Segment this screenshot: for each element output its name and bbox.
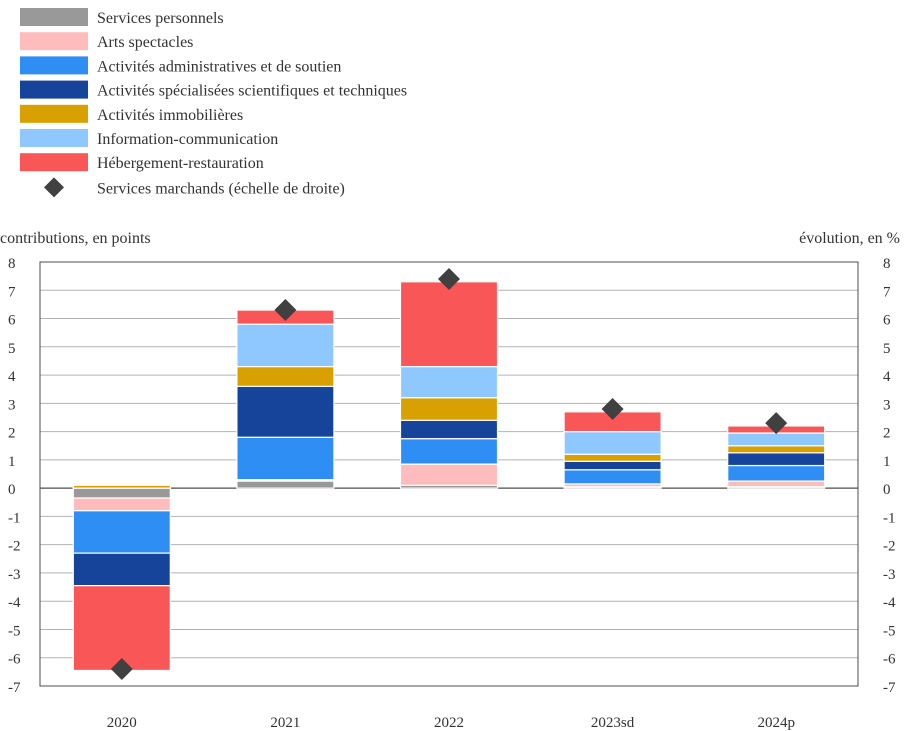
right-tick-label: 2 [883, 426, 891, 442]
category-label-2021: 2021 [270, 715, 300, 731]
left-tick-label: 5 [8, 341, 16, 357]
right-tick-label: -2 [883, 539, 896, 555]
bar-segment-information-communication-2024p [727, 432, 826, 447]
services-marchands-marker-2020 [110, 658, 133, 681]
legend-swatch-activites-immobilieres [20, 104, 88, 123]
bar-segment-arts-spectacles-2020 [72, 497, 171, 512]
legend-swatch-activites-administratives-et-de-soutien [20, 56, 88, 75]
right-tick-label: 6 [883, 313, 891, 329]
bar-segment-activites-specialisees-scientifiques-et-techniques-2024p [727, 452, 826, 467]
category-label-2024p: 2024p [757, 715, 795, 731]
legend-swatch-arts-spectacles [20, 32, 88, 51]
right-tick-label: 3 [883, 397, 891, 413]
services-marchands-marker-2023sd [601, 397, 624, 420]
legend-label-services-marchands-echelle-de-droite: Services marchands (échelle de droite) [97, 180, 345, 197]
left-tick-label: 1 [8, 454, 16, 470]
bar-segment-activites-specialisees-scientifiques-et-techniques-2022 [399, 419, 499, 440]
bar-segment-activites-immobilieres-2021 [236, 365, 335, 387]
legend-label-services-personnels: Services personnels [97, 10, 224, 27]
bar-segment-services-personnels-2020 [72, 487, 171, 499]
left-tick-label: 0 [8, 482, 16, 498]
bar-segment-activites-immobilieres-2020 [72, 484, 171, 489]
left-tick-label: -1 [8, 510, 21, 526]
legend-swatch-activites-specialisees-scientifiques-et-techniques [20, 80, 88, 99]
left-tick-label: 6 [8, 313, 16, 329]
right-tick-label: 5 [883, 341, 891, 357]
bar-segment-arts-spectacles-2024p [727, 480, 826, 488]
bar-segment-services-personnels-2021 [236, 480, 335, 489]
bar-segment-hebergement-restauration-2022 [399, 281, 499, 368]
left-axis-label: contributions, en points [0, 230, 151, 247]
bar-segment-activites-immobilieres-2022 [399, 397, 499, 421]
bar-segment-activites-immobilieres-2023sd [563, 453, 662, 462]
bar-segment-activites-administratives-et-de-soutien-2021 [236, 436, 335, 481]
right-tick-label: -1 [883, 510, 896, 526]
left-tick-label: 2 [8, 426, 16, 442]
legend-swatch-information-communication [20, 129, 88, 147]
bar-segment-information-communication-2021 [236, 323, 335, 368]
legend-swatch-hebergement-restauration [20, 153, 88, 172]
right-tick-label: 7 [883, 284, 891, 300]
bar-segment-information-communication-2023sd [563, 431, 662, 455]
bar-segment-information-communication-2022 [399, 365, 499, 399]
right-tick-label: 4 [883, 369, 891, 385]
services-marchands-marker-2021 [274, 299, 297, 322]
legend-label-arts-spectacles: Arts spectacles [97, 34, 193, 51]
bar-segment-activites-administratives-et-de-soutien-2024p [727, 464, 826, 482]
plot-frame [39, 261, 859, 687]
left-tick-label: 7 [8, 284, 16, 300]
legend-label-activites-administratives-et-de-soutien: Activités administratives et de soutien [97, 58, 341, 75]
bar-segment-activites-specialisees-scientifiques-et-techniques-2020 [72, 552, 171, 587]
category-label-2023sd: 2023sd [591, 715, 635, 731]
left-tick-label: 3 [8, 397, 16, 413]
left-tick-label: -7 [8, 680, 21, 696]
left-tick-label: -4 [8, 595, 21, 611]
bar-segment-activites-administratives-et-de-soutien-2023sd [563, 469, 662, 485]
services-marchands-marker-2022 [438, 267, 460, 290]
right-tick-label: -7 [883, 680, 896, 696]
right-axis-label: évolution, en % [799, 230, 900, 247]
right-tick-label: -6 [883, 652, 896, 668]
legend-diamond-services-marchands-echelle-de-droite [44, 177, 64, 198]
category-label-2022: 2022 [434, 715, 464, 731]
left-tick-label: 8 [8, 256, 16, 272]
bar-segment-activites-immobilieres-2024p [727, 445, 826, 454]
legend-swatch-services-personnels [20, 8, 88, 26]
left-tick-label: -2 [8, 539, 21, 555]
legend-label-activites-immobilieres: Activités immobilières [97, 107, 243, 124]
bar-segment-activites-administratives-et-de-soutien-2020 [72, 510, 171, 554]
left-tick-label: -6 [8, 652, 21, 668]
bar-segment-activites-administratives-et-de-soutien-2022 [399, 438, 499, 465]
bar-segment-hebergement-restauration-2020 [72, 585, 171, 672]
bar-segment-activites-specialisees-scientifiques-et-techniques-2023sd [563, 460, 662, 471]
services-marchands-marker-2024p [765, 412, 788, 435]
right-tick-label: -5 [883, 623, 896, 639]
legend-label-hebergement-restauration: Hébergement-restauration [97, 155, 264, 172]
right-tick-label: 0 [883, 482, 891, 498]
right-tick-label: 1 [883, 454, 891, 470]
right-tick-label: 8 [883, 256, 891, 272]
bar-segment-arts-spectacles-2022 [399, 463, 499, 486]
category-label-2020: 2020 [107, 715, 137, 731]
right-tick-label: -3 [883, 567, 896, 583]
left-tick-label: -5 [8, 623, 21, 639]
right-tick-label: -4 [883, 595, 896, 611]
left-tick-label: -3 [8, 567, 21, 583]
bar-segment-activites-specialisees-scientifiques-et-techniques-2021 [236, 385, 335, 438]
legend-label-activites-specialisees-scientifiques-et-techniques: Activités spécialisées scientifiques et … [97, 83, 407, 100]
left-tick-label: 4 [8, 369, 16, 385]
legend-label-information-communication: Information-communication [97, 131, 278, 148]
